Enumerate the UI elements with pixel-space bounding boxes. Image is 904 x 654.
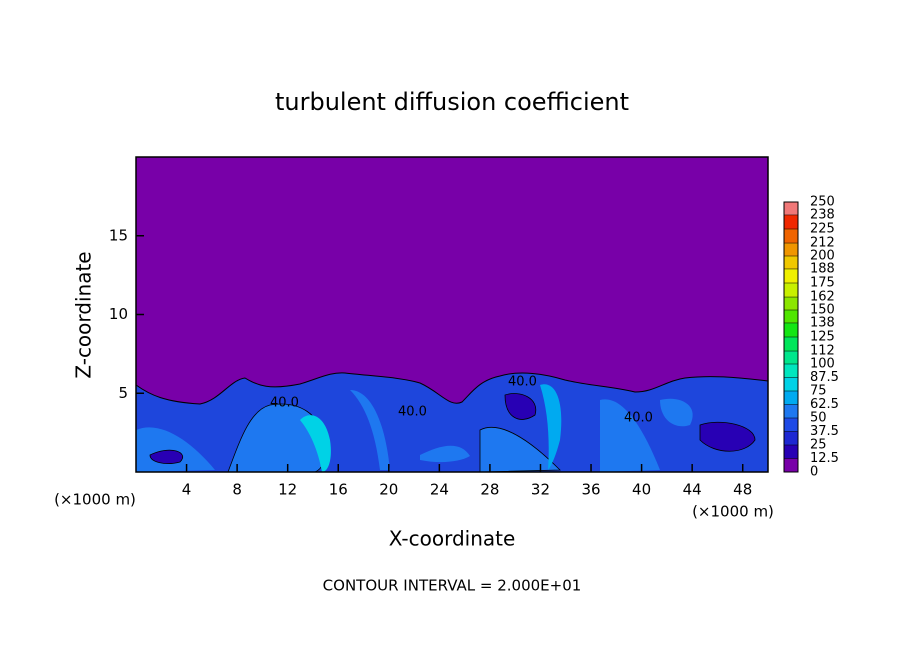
colorbar-bin: [784, 351, 798, 364]
x-tick-label: 44: [683, 481, 702, 499]
colorbar-label: 138: [810, 315, 835, 330]
colorbar-bin: [784, 431, 798, 445]
colorbar-bin: [784, 283, 798, 298]
contour-label: 40.0: [270, 396, 299, 411]
x-tick-label: 12: [278, 481, 297, 499]
colorbar-bin: [784, 243, 798, 256]
colorbar-bin: [784, 364, 798, 378]
patch: [504, 393, 537, 420]
y-unit: (×1000 m): [54, 491, 136, 509]
y-tick-label: 10: [109, 305, 128, 323]
y-tick-label: 5: [118, 384, 128, 402]
contour-label: 40.0: [508, 375, 537, 390]
colorbar-label: 212: [810, 236, 835, 251]
colorbar-bin: [784, 445, 798, 459]
patch: [540, 384, 562, 470]
patch: [479, 427, 561, 473]
y-axis-label: Z-coordinate: [72, 251, 96, 378]
colorbar-label: 100: [810, 357, 835, 372]
colorbar-bin: [784, 202, 798, 215]
colorbar-label: 175: [810, 276, 835, 291]
colorbar-label: 12.5: [810, 451, 839, 466]
colorbar-label: 0: [810, 465, 818, 480]
colorbar-bin: [784, 391, 798, 405]
colorbar-label: 250: [810, 195, 835, 210]
colorbar-bin: [784, 229, 798, 244]
colorbar-bin: [784, 404, 798, 418]
colorbar-bin: [784, 214, 798, 229]
colorbar-label: 37.5: [810, 424, 839, 439]
colorbar-label: 62.5: [810, 397, 839, 412]
x-tick-label: 20: [379, 481, 398, 499]
patch: [420, 445, 470, 463]
x-tick-label: 24: [430, 481, 449, 499]
colorbar-bin: [784, 337, 798, 352]
colorbar-bin: [784, 458, 798, 472]
x-tick-label: 36: [581, 481, 600, 499]
x-tick-label: 16: [329, 481, 348, 499]
patch: [600, 399, 660, 472]
x-tick-label: 40: [632, 481, 651, 499]
x-tick-label: 48: [733, 481, 752, 499]
colorbar-label: 87.5: [810, 370, 839, 385]
colorbar-label: 125: [810, 330, 835, 345]
colorbar-bin: [784, 377, 798, 391]
annotation: CONTOUR INTERVAL = 2.000E+01: [323, 577, 582, 595]
colorbar-bin: [784, 418, 798, 432]
contour-label: 40.0: [398, 405, 427, 420]
colorbar-bin: [784, 256, 798, 269]
colorbar-label: 150: [810, 303, 835, 318]
colorbar-label: 25: [810, 438, 827, 453]
patch: [660, 398, 693, 427]
colorbar-label: 225: [810, 222, 835, 237]
colorbar-label: 50: [810, 411, 827, 426]
colorbar-label: 112: [810, 344, 835, 359]
colorbar-label: 162: [810, 290, 835, 305]
colorbar-bin: [784, 297, 798, 310]
colorbar-label: 238: [810, 207, 835, 222]
x-axis-label: X-coordinate: [389, 527, 516, 551]
x-tick-label: 28: [480, 481, 499, 499]
patch: [350, 390, 390, 470]
colorbar-bin: [784, 310, 798, 323]
colorbar-bin: [784, 268, 798, 283]
colorbar-label: 188: [810, 261, 835, 276]
patch: [300, 415, 331, 472]
x-unit: (×1000 m): [692, 503, 774, 521]
patch: [699, 421, 756, 452]
colorbar-bin: [784, 322, 798, 337]
x-tick-label: 32: [531, 481, 550, 499]
colorbar-label: 75: [810, 384, 827, 399]
x-tick-label: 8: [232, 481, 242, 499]
contour-label: 40.0: [624, 411, 653, 426]
colorbar-label: 200: [810, 249, 835, 264]
patch: [149, 449, 183, 464]
field: [135, 157, 769, 473]
x-tick-label: 4: [182, 481, 192, 499]
y-tick-label: 15: [109, 226, 128, 244]
chart-title: turbulent diffusion coefficient: [275, 88, 629, 116]
